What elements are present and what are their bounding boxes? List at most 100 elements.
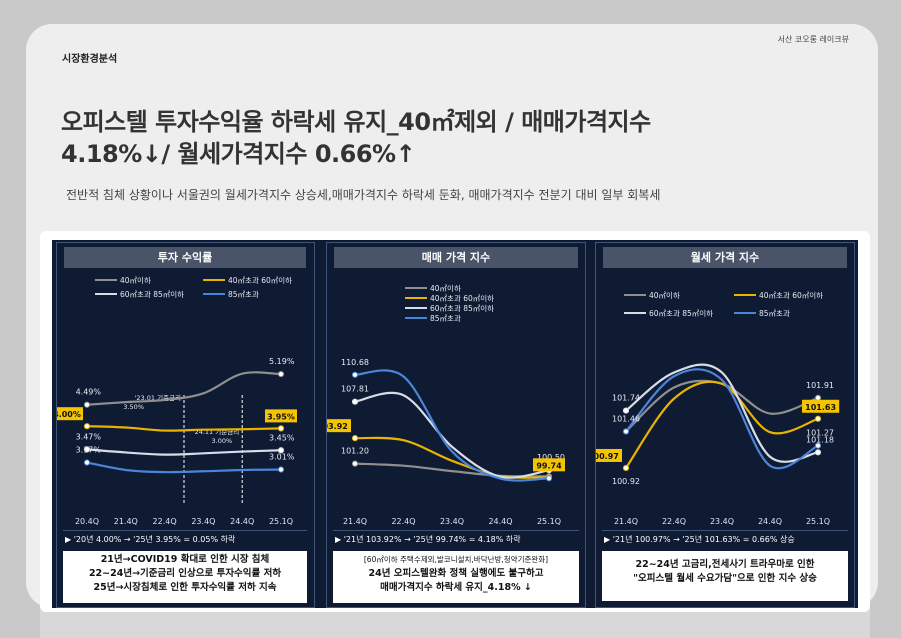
x-tick-label: 20.4Q	[75, 517, 99, 526]
series-line	[625, 368, 819, 470]
data-label: 101.91	[806, 381, 834, 390]
data-label: 101.46	[612, 414, 640, 423]
axis-separator	[602, 530, 848, 531]
data-label: 100.97	[596, 452, 619, 461]
page-title: 오피스텔 투자수익율 하락세 유지_40㎡제외 / 매매가격지수 4.18%↓/…	[61, 106, 821, 170]
note-line: 22~24년 고금리,전세사기 트라우마로 인한	[635, 559, 815, 570]
data-label: 99.74	[536, 461, 562, 470]
data-label: 3.47%	[76, 432, 102, 441]
legend-label: 85㎡초과	[430, 314, 461, 323]
note-line: "오피스텔 월세 수요가담"으로 인한 지수 상승	[633, 573, 817, 584]
data-label: 4.49%	[76, 388, 102, 397]
highlight-label-box	[327, 419, 351, 433]
panel-title: 매매 가격 지수	[334, 247, 578, 268]
x-tick-label: 21.4Q	[114, 517, 138, 526]
data-label: 3.17%	[76, 446, 102, 455]
x-tick-label: 23.4Q	[710, 517, 734, 526]
data-point	[277, 447, 285, 454]
legend-label: 40㎡초과 60㎡이하	[759, 290, 823, 300]
data-point	[622, 464, 630, 472]
legend-label: 85㎡초과	[759, 309, 790, 318]
data-label: 101.20	[341, 447, 369, 456]
x-tick-label: 21.4Q	[343, 517, 367, 526]
legend-label: 40㎡초과 60㎡이하	[228, 275, 292, 285]
rent-price-index-chart: 40㎡이하 40㎡초과 60㎡이하 60㎡초과 85㎡이하 85㎡초과 101.74 10…	[596, 290, 840, 526]
data-point	[622, 428, 630, 435]
data-point	[351, 398, 359, 405]
legend-label: 60㎡초과 85㎡이하	[649, 308, 713, 318]
panel-note: 22~24년 고금리,전세사기 트라우마로 인한 "오피스텔 월세 수요가담"으…	[602, 551, 848, 601]
brand-label: 서산 코오롱 레이크뷰	[777, 35, 849, 44]
series-line	[86, 461, 282, 474]
data-label: 5.19%	[269, 357, 295, 366]
note-line: 21년→COVID19 확대로 인한 시장 침체	[100, 554, 270, 565]
series-line	[354, 391, 550, 479]
data-label: 101.27	[806, 429, 834, 438]
panel-investment-yield: 투자 수익률 40㎡이하 40㎡초과 60㎡이하 60㎡초과 85㎡이하 85㎡초과 '…	[56, 242, 315, 608]
panel-title: 월세 가격 지수	[603, 247, 847, 268]
panel-rent-price-index: 월세 가격 지수 40㎡이하 40㎡초과 60㎡이하 60㎡초과 85㎡이하 85㎡초…	[595, 242, 855, 608]
data-label: 110.68	[341, 358, 369, 367]
legend-label: 40㎡이하	[649, 290, 680, 300]
panel-note: 21년→COVID19 확대로 인한 시장 침체 22~24년→기준금리 인상으…	[63, 551, 307, 603]
annotation-label: '23.01 기준금리	[135, 393, 181, 402]
data-label: 3.45%	[269, 433, 295, 442]
x-tick-label: 21.4Q	[614, 517, 638, 526]
legend-label: 60㎡초과 85㎡이하	[120, 289, 184, 299]
annotation-value: 3.00%	[212, 437, 233, 445]
data-label: 4.00%	[57, 410, 81, 419]
series-line	[625, 363, 819, 463]
data-point	[351, 460, 359, 467]
x-tick-label: 25.1Q	[537, 517, 561, 526]
note-detail: [60㎡이하 주택수제외,발코니설치,바닥난방,청약기준완화]	[363, 555, 549, 564]
note-line: 24년 오피스텔완화 정책 실행에도 불구하고	[368, 568, 544, 579]
data-point	[545, 475, 553, 482]
annotation-label: '24.11 기준금리	[193, 427, 239, 436]
data-point	[814, 449, 822, 456]
section-label: 시장환경분석	[62, 54, 118, 65]
data-point	[83, 459, 91, 466]
note-line: 매매가격지수 하락세 유지_4.18% ↓	[380, 582, 532, 593]
panel-title: 투자 수익률	[64, 247, 306, 268]
data-label: 107.81	[341, 385, 369, 394]
data-label: 100.50	[537, 453, 565, 462]
highlight-label-box	[802, 399, 840, 413]
bottom-strip	[40, 608, 870, 638]
title-line-2: 4.18%↓/ 월세가격지수 0.66%↑	[61, 140, 416, 168]
series-line	[86, 425, 282, 432]
x-tick-label: 24.4Q	[758, 517, 782, 526]
x-tick-label: 25.1Q	[269, 517, 293, 526]
data-point	[622, 407, 630, 414]
legend-label: 85㎡초과	[228, 290, 259, 299]
data-point	[814, 442, 822, 449]
data-point	[277, 370, 285, 378]
series-line	[354, 462, 550, 478]
x-tick-label: 22.4Q	[153, 517, 177, 526]
data-point	[814, 394, 822, 401]
series-line	[86, 371, 282, 406]
x-tick-label: 23.4Q	[191, 517, 215, 526]
data-label: 3.95%	[267, 412, 295, 421]
data-label: 103.92	[327, 422, 348, 431]
x-tick-label: 25.1Q	[806, 517, 830, 526]
data-point	[83, 446, 91, 453]
data-point	[351, 435, 359, 442]
panel-sale-price-index: 매매 가격 지수 40㎡이하 40㎡초과 60㎡이하 60㎡초과 85㎡이하 85㎡초…	[326, 242, 586, 608]
page-subtitle: 전반적 침체 상황이나 서울권의 월세가격지수 상승세,매매가격지수 하락세 둔…	[66, 188, 661, 202]
investment-yield-chart: 40㎡이하 40㎡초과 60㎡이하 60㎡초과 85㎡이하 85㎡초과 '23.01 기…	[57, 275, 297, 526]
chart-panels-background	[52, 240, 858, 608]
legend-label: 60㎡초과 85㎡이하	[430, 303, 494, 313]
x-tick-label: 22.4Q	[391, 517, 415, 526]
data-label: 100.92	[612, 477, 640, 486]
highlight-label-box	[265, 409, 297, 423]
series-line	[625, 380, 819, 469]
annotation-value: 3.50%	[123, 403, 144, 411]
highlight-label-box	[533, 458, 565, 472]
data-point	[814, 415, 822, 422]
data-point	[351, 371, 359, 378]
note-line: 22~24년→기준금리 인상으로 투자수익률 저하	[88, 568, 282, 579]
legend-label: 40㎡이하	[120, 275, 151, 285]
formula-text: ▶ '21년 100.97% → '25년 101.63% = 0.66% 상승	[604, 535, 795, 544]
x-tick-label: 22.4Q	[662, 517, 686, 526]
